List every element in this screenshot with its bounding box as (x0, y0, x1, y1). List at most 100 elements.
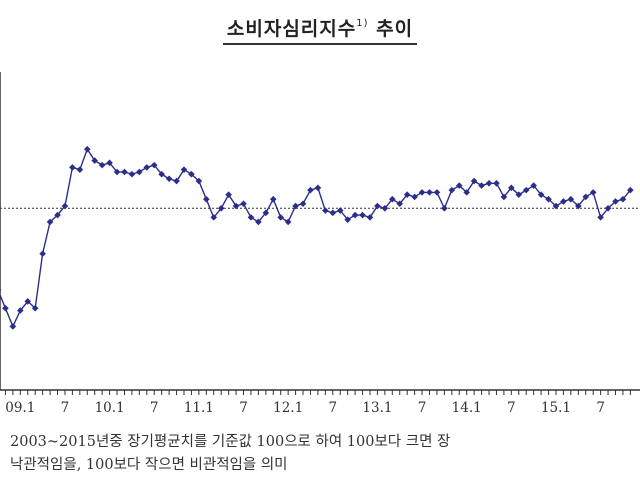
x-tick-label-2015.01: 15.1 (541, 400, 571, 416)
data-point-2012.10 (351, 211, 359, 219)
x-ticks (4, 390, 631, 395)
title-suffix: 추이 (376, 18, 414, 40)
data-point-2014.10 (530, 182, 537, 189)
x-tick-label-2014.07: 7 (507, 400, 516, 416)
data-point-2014.08 (515, 191, 523, 198)
data-point-2012.08 (336, 207, 344, 214)
data-point-2014.12 (545, 195, 552, 203)
data-point-2015.05 (582, 193, 590, 201)
data-point-2013.04 (396, 200, 404, 208)
data-point-2010.01 (106, 159, 113, 167)
x-tick-label-2009.01: 09.1 (5, 400, 35, 416)
data-point-2011.12 (277, 214, 285, 221)
data-point-2014.04 (485, 180, 493, 187)
data-point-2015.02 (560, 198, 567, 205)
data-point-2010.09 (165, 175, 173, 183)
data-point-2010.04 (128, 170, 136, 178)
data-point-2011.11 (269, 195, 277, 203)
data-point-2012.01 (284, 218, 292, 226)
data-point-2011.04 (217, 204, 225, 212)
data-point-2012.09 (344, 216, 351, 223)
data-point-2013.03 (389, 195, 396, 203)
data-point-2015.11 (627, 186, 634, 194)
series-line (0, 147, 631, 329)
data-point-2011.08 (247, 214, 255, 221)
data-point-2009.02 (24, 298, 32, 305)
data-point-2010.06 (143, 164, 151, 171)
data-point-2013.07 (418, 189, 426, 196)
data-point-2009.09 (76, 166, 84, 173)
chart-title: 소비자심리지수1) 추이 (0, 14, 640, 45)
data-point-2009.06 (54, 211, 61, 219)
data-point-2013.08 (426, 189, 433, 196)
x-tick-label-2011.07: 7 (239, 400, 248, 416)
data-point-2011.03 (210, 214, 218, 221)
data-point-2012.07 (329, 209, 337, 217)
data-point-2009.04 (39, 250, 46, 258)
data-point-2013.06 (411, 193, 418, 201)
data-point-2010.08 (158, 170, 165, 178)
data-point-2010.10 (173, 177, 180, 185)
chart-title-text: 소비자심리지수1) 추이 (222, 14, 418, 45)
data-point-2014.06 (500, 193, 508, 201)
data-point-2008.11 (2, 304, 9, 312)
data-point-2011.10 (262, 209, 270, 217)
data-point-2013.01 (374, 202, 381, 210)
data-point-2009.10 (83, 145, 91, 153)
data-point-2009.12 (98, 161, 106, 169)
data-point-2009.11 (91, 157, 99, 164)
data-point-2013.10 (441, 204, 448, 212)
data-point-2012.02 (292, 202, 299, 210)
data-point-2009.07 (61, 202, 69, 210)
data-point-2015.04 (574, 202, 582, 210)
x-tick-label-2012.01: 12.1 (273, 400, 303, 416)
data-point-2015.07 (597, 214, 604, 221)
x-tick-label-2009.07: 7 (61, 400, 70, 416)
data-point-2008.12 (9, 323, 17, 330)
data-point-2015.01 (552, 202, 560, 210)
data-point-2008.10 (0, 288, 2, 292)
data-point-2011.06 (232, 202, 240, 210)
data-point-2010.05 (136, 168, 143, 176)
data-point-2013.12 (455, 182, 463, 189)
data-point-2012.03 (299, 200, 307, 208)
data-point-2011.05 (225, 191, 232, 198)
data-point-2011.02 (203, 195, 210, 203)
x-tick-label-2010.07: 7 (150, 400, 159, 416)
data-point-2013.09 (433, 189, 441, 196)
data-point-2013.05 (403, 191, 411, 198)
title-footnote-mark: 1) (356, 17, 369, 29)
data-point-2015.10 (619, 195, 627, 203)
data-point-2012.06 (322, 207, 329, 214)
data-point-2013.11 (448, 186, 456, 194)
data-point-2010.03 (121, 168, 128, 176)
data-point-2013.02 (381, 204, 389, 212)
data-point-2009.01 (17, 307, 24, 314)
data-point-2012.05 (314, 184, 322, 192)
series-markers (0, 145, 634, 330)
data-point-2012.04 (307, 186, 314, 194)
data-point-2014.02 (470, 177, 478, 185)
footnote-line-1: 2003~2015년중 장기평균치를 기준값 100으로 하여 100보다 크면… (10, 434, 451, 450)
data-point-2014.05 (493, 180, 500, 187)
data-point-2014.03 (478, 182, 485, 189)
x-tick-label-2013.07: 7 (418, 400, 427, 416)
data-point-2014.11 (537, 191, 545, 198)
data-point-2009.05 (46, 218, 54, 226)
x-tick-label-2015.07: 7 (596, 400, 605, 416)
x-tick-label-2011.01: 11.1 (184, 400, 214, 416)
data-point-2015.09 (612, 198, 619, 205)
x-tick-label-2014.01: 14.1 (452, 400, 482, 416)
data-point-2010.11 (180, 166, 188, 173)
data-point-2011.07 (240, 200, 247, 208)
data-point-2010.07 (150, 161, 158, 169)
x-tick-label-2012.07: 7 (328, 400, 337, 416)
data-point-2009.08 (69, 164, 76, 171)
data-point-2015.08 (604, 204, 612, 212)
data-point-2010.02 (113, 168, 121, 176)
data-point-2014.09 (522, 186, 530, 194)
x-tick-label-2010.01: 10.1 (95, 400, 125, 416)
data-point-2012.12 (366, 214, 374, 221)
data-point-2011.09 (255, 218, 262, 226)
